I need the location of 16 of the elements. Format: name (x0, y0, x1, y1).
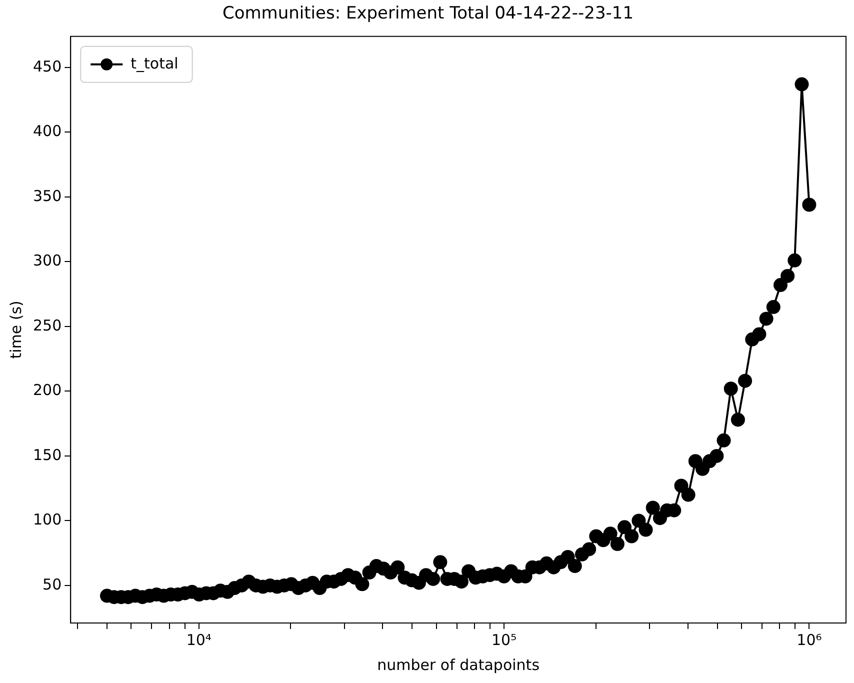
x-tick-label: 10⁵ (491, 630, 517, 649)
y-tick-label: 100 (32, 510, 62, 529)
y-axis-title: time (s) (6, 300, 25, 359)
x-axis-title: number of datapoints (377, 656, 540, 674)
y-tick-label: 150 (32, 446, 62, 464)
y-tick-label: 300 (32, 252, 62, 270)
legend-label: t_total (130, 54, 178, 72)
y-tick-label: 200 (32, 381, 62, 400)
y-tick-label: 400 (32, 122, 62, 140)
y-tick-label: 450 (32, 57, 62, 76)
y-tick-label: 250 (32, 316, 62, 334)
y-tick-label: 50 (42, 575, 62, 594)
x-tick-label: 10⁴ (186, 630, 212, 649)
chart-title: Communities: Experiment Total 04-14-22--23-11 (222, 4, 634, 24)
y-tick-label: 350 (32, 186, 62, 205)
x-tick-label: 10⁶ (796, 630, 822, 649)
